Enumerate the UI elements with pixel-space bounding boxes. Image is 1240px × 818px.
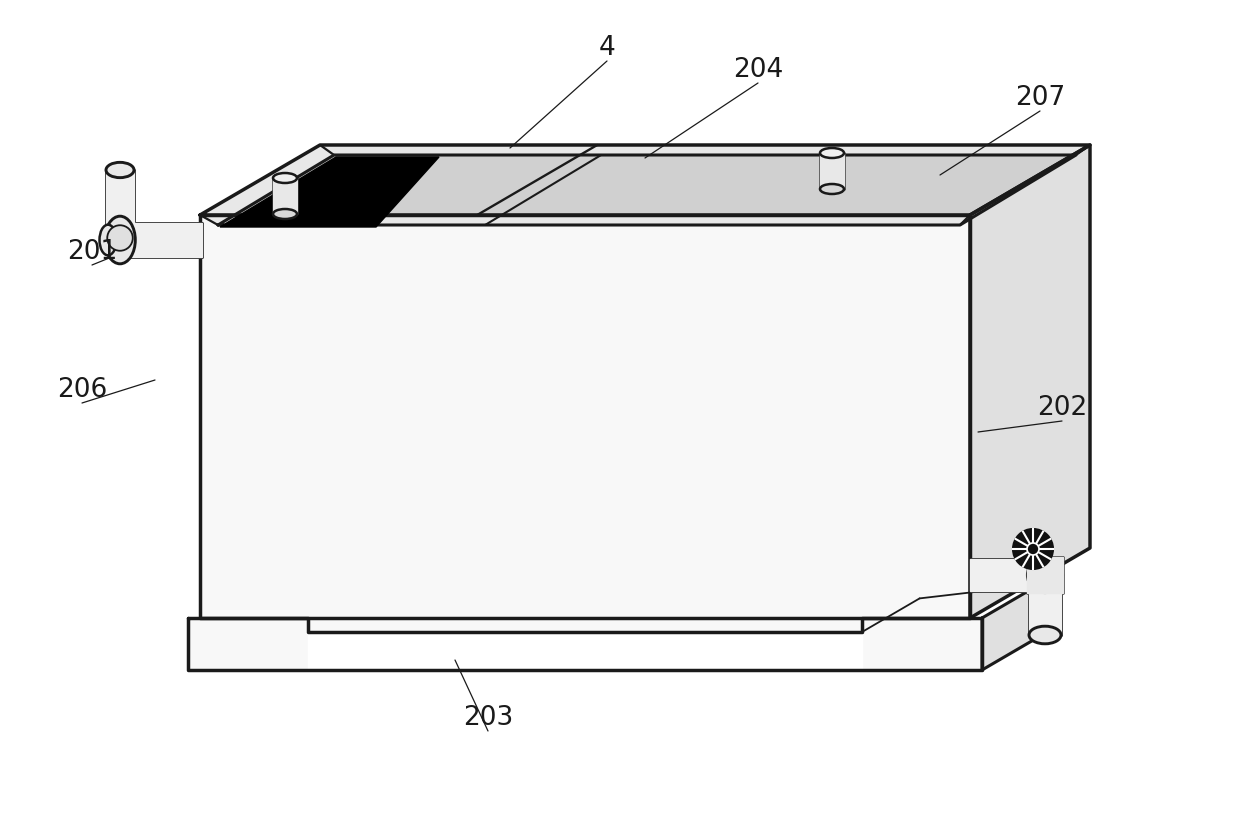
Polygon shape bbox=[200, 145, 1090, 215]
Ellipse shape bbox=[820, 148, 844, 158]
Ellipse shape bbox=[820, 184, 844, 194]
Polygon shape bbox=[820, 153, 844, 189]
Polygon shape bbox=[320, 145, 1090, 155]
Polygon shape bbox=[1029, 567, 1061, 635]
Text: 206: 206 bbox=[57, 377, 107, 403]
Ellipse shape bbox=[1028, 557, 1063, 592]
Polygon shape bbox=[273, 178, 298, 214]
Polygon shape bbox=[970, 559, 1045, 591]
Polygon shape bbox=[120, 223, 202, 257]
Ellipse shape bbox=[1029, 627, 1061, 644]
Polygon shape bbox=[200, 145, 334, 225]
Polygon shape bbox=[219, 157, 439, 227]
Text: 204: 204 bbox=[733, 57, 784, 83]
Polygon shape bbox=[982, 584, 1039, 670]
Polygon shape bbox=[188, 618, 982, 670]
Polygon shape bbox=[970, 145, 1090, 618]
Polygon shape bbox=[105, 170, 134, 248]
Text: 202: 202 bbox=[1037, 395, 1087, 421]
Polygon shape bbox=[960, 145, 1090, 225]
Polygon shape bbox=[200, 215, 970, 618]
Text: 201: 201 bbox=[67, 239, 117, 265]
Polygon shape bbox=[1027, 557, 1063, 593]
Ellipse shape bbox=[273, 173, 298, 183]
Polygon shape bbox=[218, 155, 1076, 225]
Circle shape bbox=[1027, 543, 1039, 555]
Text: 207: 207 bbox=[1014, 85, 1065, 111]
Circle shape bbox=[1013, 529, 1053, 569]
Ellipse shape bbox=[105, 162, 134, 178]
Ellipse shape bbox=[104, 216, 135, 263]
Polygon shape bbox=[200, 215, 970, 225]
Ellipse shape bbox=[273, 209, 298, 219]
Polygon shape bbox=[308, 632, 862, 670]
Text: 4: 4 bbox=[599, 35, 615, 61]
Ellipse shape bbox=[107, 225, 133, 251]
Ellipse shape bbox=[99, 225, 117, 255]
Text: 203: 203 bbox=[463, 705, 513, 731]
